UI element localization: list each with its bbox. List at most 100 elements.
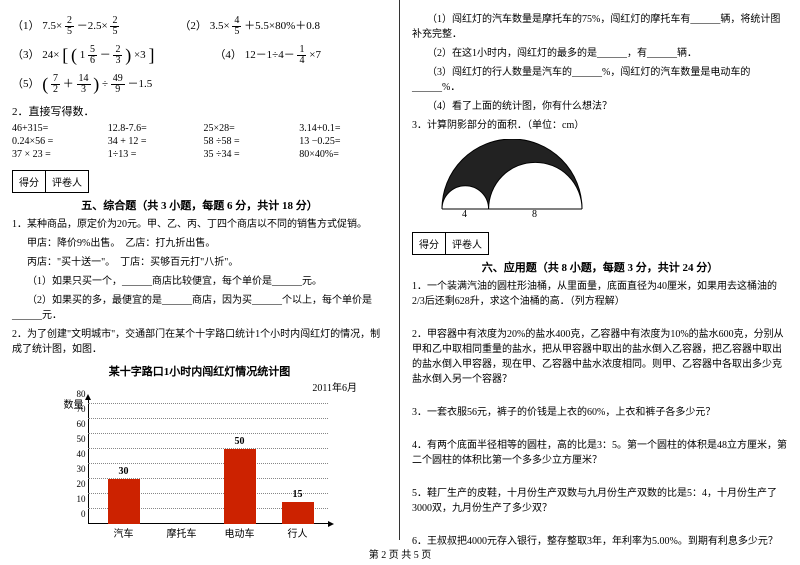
q1-3: 丙店："买十送一"。 丁店：买够百元打"八折"。 (12, 255, 387, 270)
eq3-im: － (100, 49, 111, 61)
eq4-pre: 12－1÷4－ (245, 49, 295, 61)
math-row-2: （3） 24× [ ( 1 56 － 23 ) ×3 ] （4） 12－1÷4－… (12, 45, 387, 66)
section5-title: 五、综合题（共 3 小题，每题 6 分，共计 18 分） (12, 197, 387, 213)
grid-line (88, 418, 328, 419)
bar-value-label: 15 (282, 489, 314, 500)
x-category-label: 行人 (273, 525, 323, 540)
eq5-m1: ＋ (63, 78, 74, 90)
eq5-post: －1.5 (128, 78, 153, 90)
bar-chart: 数量 01020304050607080汽车30摩托车电动车50行人15 (60, 398, 340, 548)
score-box-left: 得分 评卷人 (12, 170, 387, 193)
left-column: （1） 7.5× 25 －2.5× 25 （2） 3.5× 45 ＋5.5×80… (0, 0, 400, 540)
gap4 (412, 472, 788, 482)
d0: 46+315= (12, 123, 100, 134)
math-row-3: （5） ( 72 ＋ 143 ) ÷ 499 －1.5 (12, 74, 387, 95)
x-category-label: 汽车 (99, 525, 149, 540)
eq5: （5） ( 72 ＋ 143 ) ÷ 499 －1.5 (12, 74, 152, 95)
grader-cell: 评卷人 (45, 170, 89, 193)
d2: 25×28= (204, 123, 292, 134)
arc-svg: 4 8 (432, 139, 602, 219)
chart-title: 某十字路口1小时内闯红灯情况统计图 (12, 363, 387, 379)
d4: 0.24×56 = (12, 136, 100, 147)
eq1-mid: －2.5× (77, 20, 108, 32)
eq3-ipo: ×3 (134, 49, 146, 61)
a4: 4．有两个底面半径相等的圆柱，高的比是3：5。第一个圆柱的体积是48立方厘米，第… (412, 438, 788, 468)
lp: ( (71, 45, 77, 65)
math-row-1: （1） 7.5× 25 －2.5× 25 （2） 3.5× 45 ＋5.5×80… (12, 16, 387, 37)
q1-4: （1）如果只买一个，______商店比较便宜，每个单价是______元。 (12, 274, 387, 289)
grid-line (88, 448, 328, 449)
score-cell: 得分 (12, 170, 45, 193)
y-tick-label: 10 (68, 494, 86, 504)
d8: 37 × 23 = (12, 149, 100, 160)
y-tick-label: 70 (68, 404, 86, 414)
grid-line (88, 433, 328, 434)
bar-value-label: 30 (108, 466, 140, 477)
a5: 5．鞋厂生产的皮鞋，十月份生产双数与九月份生产双数的比是5：4，十月份生产了30… (412, 486, 788, 516)
bar (282, 502, 314, 525)
rc1: （1）闯红灯的汽车数量是摩托车的75%，闯红灯的摩托车有______辆，将统计图… (412, 12, 788, 42)
score-cell-r: 得分 (412, 232, 445, 255)
arc-label-4: 4 (462, 209, 467, 219)
score-box-right: 得分 评卷人 (412, 232, 788, 255)
bar-value-label: 50 (224, 436, 256, 447)
eq3: （3） 24× [ ( 1 56 － 23 ) ×3 ] (12, 45, 154, 66)
eq2-frac1: 45 (232, 16, 241, 37)
eq4-f: 14 (297, 45, 306, 66)
eq1: （1） 7.5× 25 －2.5× 25 (12, 16, 119, 37)
rc4: （4）看了上面的统计图，你有什么想法？ (412, 99, 788, 114)
q1-5: （2）如果买的多，最便宜的是______商店，因为买______个以上，每个单价… (12, 293, 387, 323)
q2-1: 2．为了创建"文明城市"，交通部门在某个十字路口统计1个小时内闯红灯的情况，制成… (12, 327, 387, 357)
rb: ] (148, 45, 154, 65)
eq3-f1: 56 (88, 45, 97, 66)
eq1-label: （1） (12, 20, 40, 32)
bar (108, 479, 140, 524)
eq1-a: 7.5× (42, 20, 62, 32)
q1-2: 甲店：降价9%出售。 乙店：打九折出售。 (12, 236, 387, 251)
direct-block: 2．直接写得数． 46+315= 12.8-7.6= 25×28= 3.14+0… (12, 103, 387, 160)
bar (224, 449, 256, 524)
d6: 58 ÷58 = (204, 136, 292, 147)
arc-figure: 4 8 (432, 139, 788, 222)
gap3 (412, 424, 788, 434)
eq3-pre: 24× (42, 49, 59, 61)
a2: 2．甲容器中有浓度为20%的盐水400克，乙容器中有浓度为10%的盐水600克，… (412, 327, 788, 387)
y-tick-label: 60 (68, 419, 86, 429)
y-axis (88, 398, 89, 524)
section6-title: 六、应用题（共 8 小题，每题 3 分，共计 24 分） (412, 259, 788, 275)
gap2 (412, 391, 788, 401)
arc-label-8: 8 (532, 209, 537, 219)
y-tick-label: 80 (68, 389, 86, 399)
y-tick-label: 20 (68, 479, 86, 489)
eq1-frac1: 25 (65, 16, 74, 37)
q1-1: 1．某种商品，原定价为20元。甲、乙、丙、丁四个商店以不同的销售方式促销。 (12, 217, 387, 232)
rp5: ) (93, 74, 99, 94)
eq4-label: （4） (214, 49, 242, 61)
y-tick-label: 50 (68, 434, 86, 444)
page-container: （1） 7.5× 25 －2.5× 25 （2） 3.5× 45 ＋5.5×80… (0, 0, 800, 540)
eq2-pre: 3.5× (210, 20, 230, 32)
eq5-label: （5） (12, 78, 40, 90)
chart-date: 2011年6月 (12, 379, 357, 394)
d10: 35 ÷34 = (204, 149, 292, 160)
eq5-f1: 72 (51, 74, 60, 95)
rq3: 3．计算阴影部分的面积．（单位：cm） (412, 118, 788, 133)
right-column: （1）闯红灯的汽车数量是摩托车的75%，闯红灯的摩托车有______辆，将统计图… (400, 0, 800, 540)
x-category-label: 电动车 (215, 525, 265, 540)
y-tick-label: 40 (68, 449, 86, 459)
rc3: （3）闯红灯的行人数量是汽车的______%，闯红灯的汽车数量是电动车的____… (412, 65, 788, 95)
lb: [ (62, 45, 68, 65)
direct-grid: 46+315= 12.8-7.6= 25×28= 3.14+0.1= 0.24×… (12, 123, 387, 160)
a3: 3．一套衣服56元，裤子的价钱是上衣的60%，上衣和裤子各多少元？ (412, 405, 788, 420)
a1: 1．一个装满汽油的圆柱形油桶，从里面量，底面直径为40厘米，如果用去这桶油的2/… (412, 279, 788, 309)
rp: ) (125, 45, 131, 65)
eq3-label: （3） (12, 49, 40, 61)
rc2: （2）在这1小时内，闯红灯的最多的是______，有______辆． (412, 46, 788, 61)
gap5 (412, 520, 788, 530)
lp5: ( (42, 74, 48, 94)
page-footer: 第 2 页 共 5 页 (0, 546, 800, 561)
arrow-right-icon (328, 521, 334, 527)
y-tick-label: 0 (68, 509, 86, 519)
y-tick-label: 30 (68, 464, 86, 474)
eq1-frac2: 25 (110, 16, 119, 37)
